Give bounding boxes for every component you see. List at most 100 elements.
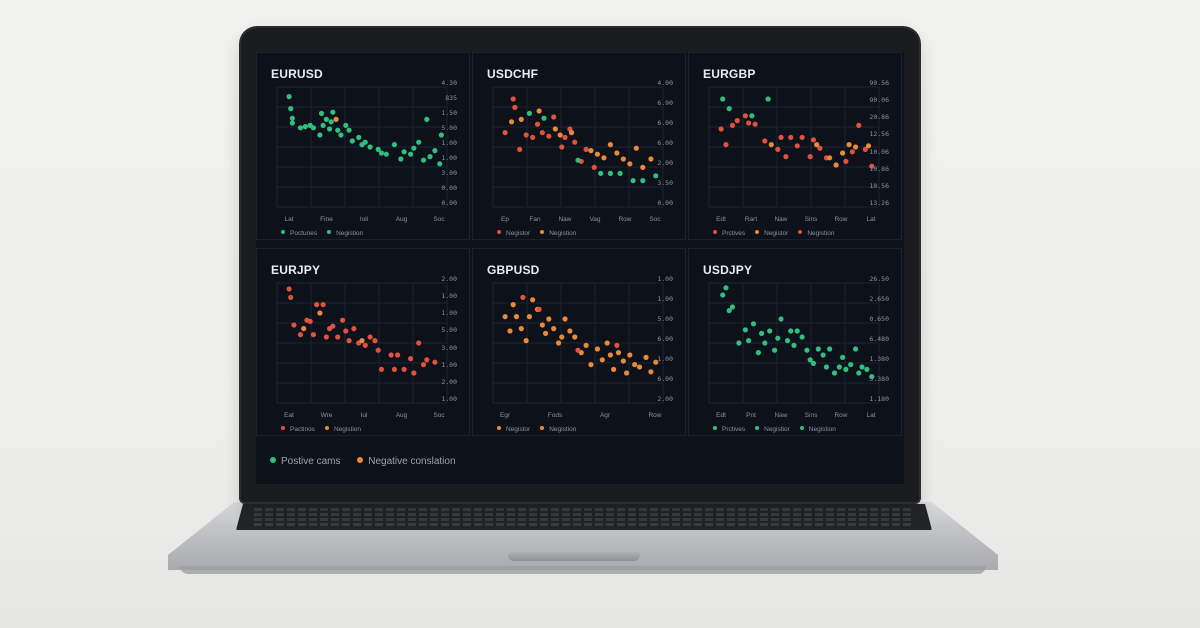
legend-item[interactable]: Negistor	[497, 426, 530, 433]
data-point[interactable]	[864, 366, 870, 372]
data-point[interactable]	[351, 326, 357, 332]
data-point[interactable]	[768, 142, 774, 148]
legend-item[interactable]: Negistion	[327, 230, 363, 237]
data-point[interactable]	[848, 362, 854, 368]
data-point[interactable]	[523, 338, 529, 344]
data-point[interactable]	[767, 328, 773, 334]
data-point[interactable]	[420, 157, 427, 163]
data-point[interactable]	[291, 322, 297, 328]
data-point[interactable]	[536, 108, 542, 114]
data-point[interactable]	[840, 150, 846, 156]
data-point[interactable]	[749, 113, 755, 119]
data-point[interactable]	[750, 321, 757, 327]
data-point[interactable]	[648, 156, 654, 162]
legend-item[interactable]: Negistior	[755, 426, 790, 433]
data-point[interactable]	[583, 146, 589, 152]
data-point[interactable]	[307, 318, 313, 324]
data-point[interactable]	[317, 310, 323, 316]
data-point[interactable]	[401, 149, 407, 155]
data-point[interactable]	[432, 148, 438, 154]
data-point[interactable]	[372, 338, 378, 344]
data-point[interactable]	[627, 352, 633, 358]
data-point[interactable]	[502, 314, 508, 320]
data-point[interactable]	[517, 146, 523, 152]
data-point[interactable]	[375, 146, 381, 152]
data-point[interactable]	[648, 369, 654, 375]
data-point[interactable]	[349, 138, 355, 144]
data-point[interactable]	[640, 178, 646, 184]
legend-item[interactable]: Poctunes	[281, 230, 317, 237]
data-point[interactable]	[323, 116, 329, 122]
data-point[interactable]	[640, 164, 646, 170]
chart-panel-usdchf[interactable]: USDCHF 4.00 6.90 6.00 6.00 2.00 3.50 0.00 Ep Fan…	[472, 52, 686, 240]
data-point[interactable]	[827, 346, 833, 352]
data-point[interactable]	[815, 346, 821, 352]
data-point[interactable]	[391, 142, 397, 148]
data-point[interactable]	[555, 340, 562, 346]
data-point[interactable]	[746, 120, 752, 126]
data-point[interactable]	[588, 148, 594, 154]
data-point[interactable]	[846, 142, 852, 148]
data-point[interactable]	[591, 164, 597, 170]
data-point[interactable]	[588, 362, 594, 368]
data-point[interactable]	[327, 126, 333, 132]
data-point[interactable]	[643, 354, 649, 360]
data-point[interactable]	[310, 125, 316, 131]
data-point[interactable]	[771, 347, 778, 353]
data-point[interactable]	[310, 332, 316, 338]
data-point[interactable]	[297, 332, 304, 338]
data-point[interactable]	[614, 150, 620, 156]
data-point[interactable]	[820, 352, 826, 358]
data-point[interactable]	[607, 170, 613, 176]
data-point[interactable]	[375, 347, 381, 353]
data-point[interactable]	[791, 342, 797, 348]
data-point[interactable]	[391, 366, 397, 372]
data-point[interactable]	[615, 350, 622, 356]
data-point[interactable]	[729, 122, 736, 128]
data-point[interactable]	[784, 338, 791, 344]
data-point[interactable]	[288, 294, 294, 300]
data-point[interactable]	[568, 130, 575, 136]
data-point[interactable]	[810, 137, 817, 143]
data-point[interactable]	[383, 151, 389, 157]
data-point[interactable]	[726, 308, 732, 314]
data-point[interactable]	[836, 364, 842, 370]
data-point[interactable]	[362, 139, 368, 145]
data-point[interactable]	[546, 316, 552, 322]
data-point[interactable]	[794, 328, 800, 334]
data-point[interactable]	[734, 118, 740, 124]
legend-item[interactable]: Negistion	[540, 426, 576, 433]
data-point[interactable]	[408, 151, 414, 157]
data-point[interactable]	[559, 334, 565, 340]
data-point[interactable]	[356, 134, 362, 140]
data-point[interactable]	[335, 334, 341, 340]
chart-panel-usdjpy[interactable]: USDJPY 26.50 2.650 0.650 6.480 1.380 3.380 1.1…	[688, 248, 902, 436]
data-point[interactable]	[736, 340, 742, 346]
data-point[interactable]	[507, 328, 513, 334]
data-point[interactable]	[840, 354, 846, 360]
data-point[interactable]	[601, 155, 607, 161]
chart-panel-eurgbp[interactable]: EURGBP 90.56 90.06 20.86 12.56 10.06 10.86 10.…	[688, 52, 902, 240]
data-point[interactable]	[411, 370, 417, 376]
data-point[interactable]	[594, 151, 601, 157]
data-point[interactable]	[416, 139, 422, 145]
data-point[interactable]	[604, 340, 610, 346]
data-point[interactable]	[607, 352, 613, 358]
data-point[interactable]	[502, 130, 508, 136]
footer-legend-positive[interactable]: Postive cams	[270, 456, 340, 467]
data-point[interactable]	[742, 327, 748, 333]
data-point[interactable]	[388, 352, 394, 358]
data-point[interactable]	[510, 302, 516, 308]
data-point[interactable]	[788, 328, 794, 334]
data-point[interactable]	[416, 340, 422, 346]
data-point[interactable]	[755, 350, 761, 356]
data-point[interactable]	[843, 366, 849, 372]
data-point[interactable]	[869, 163, 875, 169]
data-point[interactable]	[783, 154, 789, 160]
chart-panel-eurusd[interactable]: EURUSD 4.30 835 1.50 5.00 1.00 1.00 3.00 0.00 0.…	[256, 52, 470, 240]
data-point[interactable]	[513, 314, 520, 320]
data-point[interactable]	[320, 122, 326, 128]
data-point[interactable]	[557, 132, 563, 138]
data-point[interactable]	[856, 370, 862, 376]
data-point[interactable]	[411, 145, 417, 151]
